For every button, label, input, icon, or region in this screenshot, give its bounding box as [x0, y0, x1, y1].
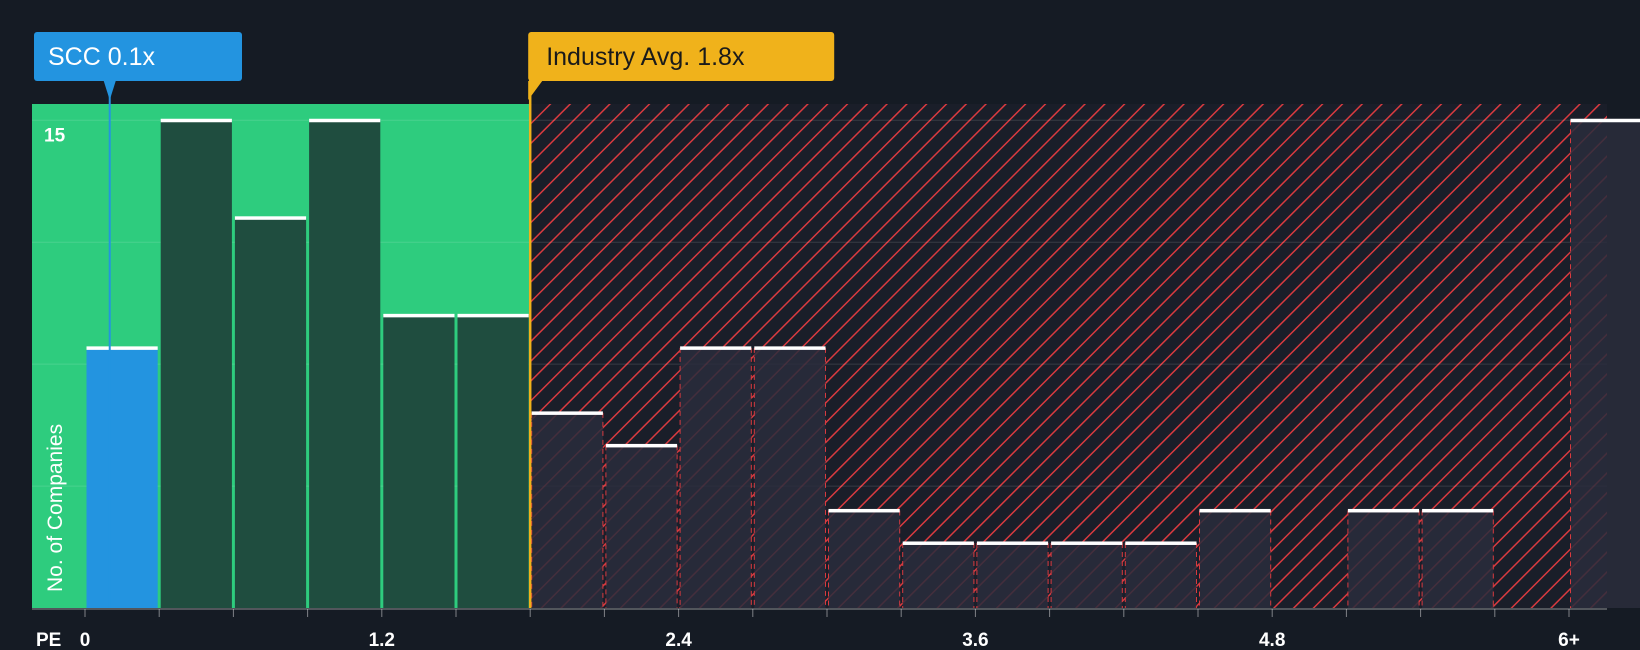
- industry-avg-callout: [528, 32, 835, 81]
- bar-top-cap: [902, 541, 974, 545]
- bar-top-cap: [1347, 508, 1420, 513]
- histogram-bar: [680, 347, 752, 608]
- histogram-bar: [605, 445, 678, 608]
- bar-top-cap: [976, 541, 1049, 545]
- bar-top-cap: [1199, 508, 1271, 513]
- bar-top-cap: [1125, 541, 1197, 545]
- bar-top-cap: [680, 346, 752, 350]
- bar-top-cap: [1051, 541, 1123, 545]
- histogram-bar: [902, 542, 974, 608]
- bar-top-cap: [531, 411, 603, 415]
- bar-top-cap: [86, 346, 158, 350]
- bar-top-cap: [234, 216, 307, 220]
- company-bar: [86, 347, 158, 608]
- company-callout: [34, 32, 242, 81]
- bar-top-cap: [754, 346, 826, 350]
- company-label: SCC 0.1x: [48, 43, 155, 71]
- histogram-bar: [531, 412, 603, 608]
- histogram-bar: [1125, 542, 1197, 608]
- x-tick-label: 2.4: [665, 630, 692, 650]
- company-pointer: [103, 81, 116, 100]
- bar-top-cap: [1570, 118, 1640, 123]
- bar-top-cap: [605, 443, 678, 448]
- histogram-bar: [1570, 120, 1640, 609]
- histogram-bar: [160, 120, 232, 609]
- histogram-bar: [828, 510, 900, 608]
- x-tick-label: 6+: [1558, 630, 1580, 650]
- histogram-bar: [1199, 510, 1271, 608]
- histogram-bar: [383, 315, 455, 608]
- histogram-bar: [1347, 510, 1420, 608]
- histogram-bar: [234, 217, 307, 608]
- histogram-bar: [1422, 510, 1494, 608]
- bar-top-cap: [828, 508, 900, 513]
- histogram-bar: [309, 120, 381, 609]
- x-tick-label: 1.2: [369, 630, 395, 650]
- histogram-bar: [457, 315, 529, 608]
- industry-avg-pointer: [528, 81, 543, 100]
- bar-top-cap: [309, 118, 381, 123]
- bar-top-cap: [160, 118, 232, 123]
- histogram-bar: [1051, 542, 1123, 608]
- bar-top-cap: [383, 313, 455, 318]
- histogram-bar: [754, 347, 826, 608]
- bar-top-cap: [457, 313, 529, 318]
- histogram-bar: [976, 542, 1049, 608]
- y-tick-label: 15: [44, 125, 66, 146]
- x-tick-label: 0: [80, 630, 91, 650]
- bar-top-cap: [1422, 508, 1494, 513]
- y-axis-label: No. of Companies: [44, 424, 67, 592]
- x-axis-label: PE: [36, 630, 61, 650]
- industry-avg-label: Industry Avg. 1.8x: [546, 43, 745, 71]
- x-tick-label: 3.6: [962, 630, 988, 650]
- x-tick-label: 4.8: [1259, 630, 1285, 650]
